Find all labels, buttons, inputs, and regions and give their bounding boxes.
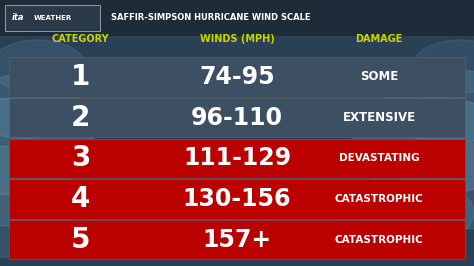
Circle shape xyxy=(0,194,71,258)
Bar xyxy=(9,57,465,97)
Text: 5: 5 xyxy=(71,226,91,254)
Text: WEATHER: WEATHER xyxy=(34,15,73,21)
Text: EXTENSIVE: EXTENSIVE xyxy=(343,111,416,124)
Text: 157+: 157+ xyxy=(202,228,272,252)
Circle shape xyxy=(0,74,81,138)
Text: CATASTROPHIC: CATASTROPHIC xyxy=(335,235,424,245)
Text: ita: ita xyxy=(12,14,24,22)
Text: 2: 2 xyxy=(71,103,90,132)
Text: 130-156: 130-156 xyxy=(183,187,291,211)
Circle shape xyxy=(0,98,95,194)
Bar xyxy=(9,179,465,219)
Text: 1: 1 xyxy=(71,63,90,91)
Circle shape xyxy=(0,146,71,226)
Text: CATEGORY: CATEGORY xyxy=(52,34,109,44)
Bar xyxy=(0,0,474,36)
Circle shape xyxy=(0,40,85,93)
Circle shape xyxy=(398,144,474,229)
Text: 3: 3 xyxy=(71,144,90,172)
Bar xyxy=(5,5,100,31)
Bar xyxy=(9,139,465,178)
Circle shape xyxy=(412,40,474,93)
Text: 4: 4 xyxy=(71,185,90,213)
Bar xyxy=(9,98,465,137)
Circle shape xyxy=(360,181,474,245)
Text: WINDS (MPH): WINDS (MPH) xyxy=(200,34,274,44)
Text: 111-129: 111-129 xyxy=(183,146,291,170)
Text: DEVASTATING: DEVASTATING xyxy=(339,153,419,163)
Text: SAFFIR-SIMPSON HURRICANE WIND SCALE: SAFFIR-SIMPSON HURRICANE WIND SCALE xyxy=(111,14,311,22)
Text: DAMAGE: DAMAGE xyxy=(356,34,403,44)
Bar xyxy=(9,220,465,259)
Circle shape xyxy=(384,69,474,144)
Circle shape xyxy=(351,98,474,194)
Text: SOME: SOME xyxy=(360,70,398,83)
Text: CATASTROPHIC: CATASTROPHIC xyxy=(335,194,424,204)
Text: 74-95: 74-95 xyxy=(199,65,275,89)
Text: 96-110: 96-110 xyxy=(191,106,283,130)
